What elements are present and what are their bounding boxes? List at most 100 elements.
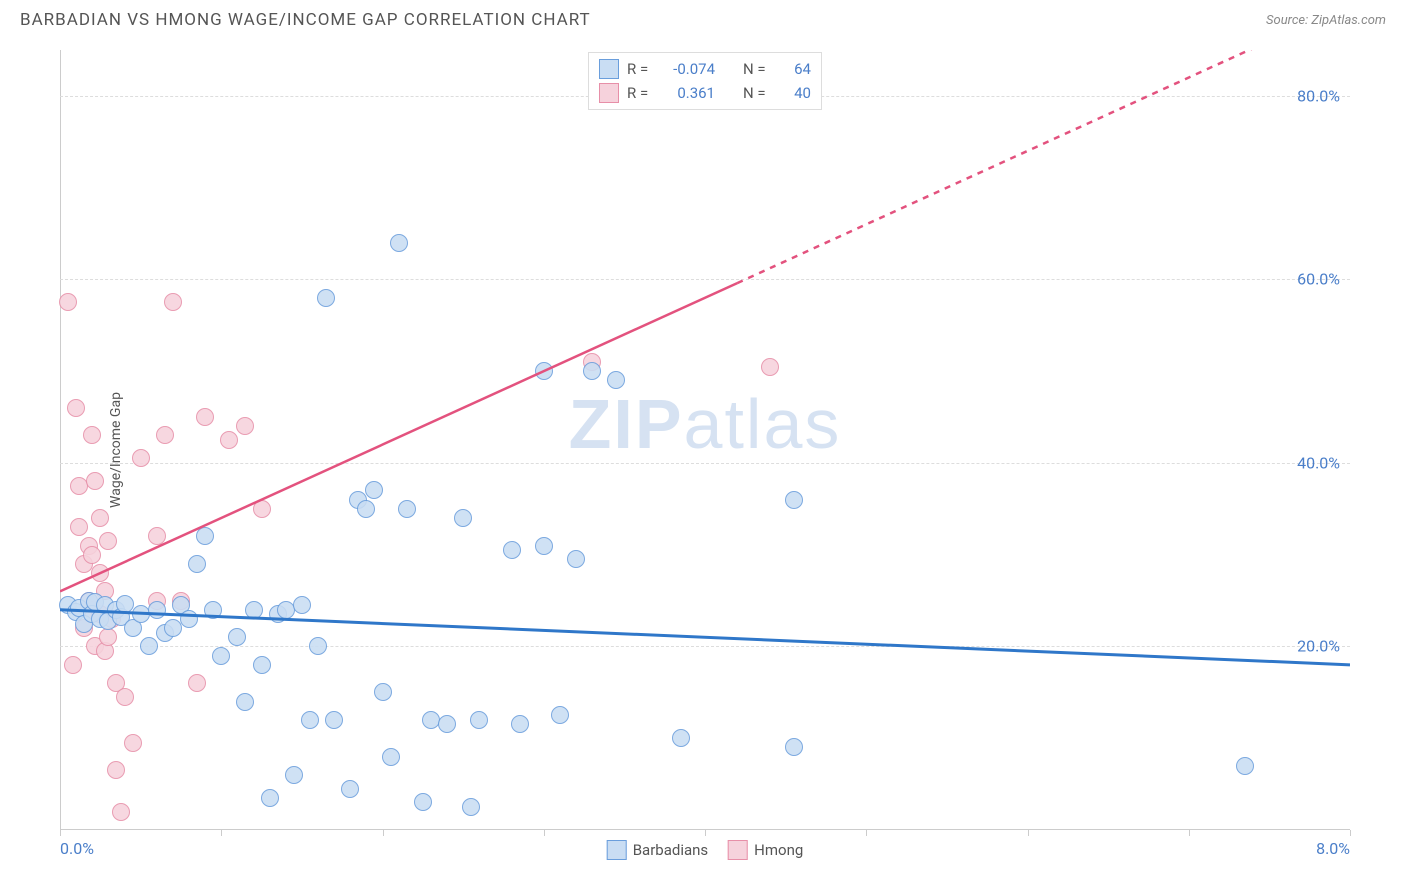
data-point <box>212 647 230 665</box>
data-point <box>382 748 400 766</box>
data-point <box>470 711 488 729</box>
x-tick <box>1350 830 1351 836</box>
trend-lines <box>60 50 1350 830</box>
swatch-hmong-icon <box>599 83 619 103</box>
x-tick <box>705 830 706 836</box>
data-point <box>67 399 85 417</box>
watermark-zip: ZIP <box>569 385 684 463</box>
data-point <box>99 628 117 646</box>
data-point <box>164 619 182 637</box>
data-point <box>116 688 134 706</box>
n-value-barbadians: 64 <box>781 60 811 78</box>
data-point <box>398 500 416 518</box>
data-point <box>253 656 271 674</box>
data-point <box>99 532 117 550</box>
data-point <box>535 537 553 555</box>
x-tick <box>544 830 545 836</box>
legend-label-barbadians: Barbadians <box>633 841 708 859</box>
data-point <box>365 481 383 499</box>
x-tick <box>1189 830 1190 836</box>
data-point <box>761 358 779 376</box>
data-point <box>148 601 166 619</box>
data-point <box>236 417 254 435</box>
legend-item-barbadians: Barbadians <box>607 840 708 860</box>
n-label: N = <box>743 60 773 78</box>
stats-row-barbadians: R = -0.074 N = 64 <box>599 57 811 81</box>
watermark-atlas: atlas <box>684 385 842 463</box>
stats-row-hmong: R = 0.361 N = 40 <box>599 81 811 105</box>
data-point <box>196 408 214 426</box>
y-tick-label: 80.0% <box>1297 86 1340 105</box>
stats-legend: R = -0.074 N = 64 R = 0.361 N = 40 <box>588 52 822 110</box>
data-point <box>124 734 142 752</box>
data-point <box>91 509 109 527</box>
n-label: N = <box>743 84 773 102</box>
swatch-hmong-icon <box>728 840 748 860</box>
r-label: R = <box>627 84 657 102</box>
y-axis-line <box>60 50 61 830</box>
data-point <box>454 509 472 527</box>
data-point <box>325 711 343 729</box>
data-point <box>341 780 359 798</box>
x-tick <box>60 830 61 836</box>
legend-label-hmong: Hmong <box>754 841 803 859</box>
data-point <box>785 491 803 509</box>
data-point <box>503 541 521 559</box>
x-tick-label: 8.0% <box>1316 839 1350 858</box>
r-value-hmong: 0.361 <box>665 84 715 102</box>
data-point <box>70 518 88 536</box>
data-point <box>551 706 569 724</box>
data-point <box>253 500 271 518</box>
data-point <box>309 637 327 655</box>
data-point <box>204 601 222 619</box>
swatch-barbadians-icon <box>607 840 627 860</box>
data-point <box>107 761 125 779</box>
data-point <box>140 637 158 655</box>
data-point <box>462 798 480 816</box>
data-point <box>317 289 335 307</box>
data-point <box>285 766 303 784</box>
gridline-h <box>60 463 1350 464</box>
data-point <box>535 362 553 380</box>
data-point <box>112 803 130 821</box>
r-value-barbadians: -0.074 <box>665 60 715 78</box>
y-tick-label: 60.0% <box>1297 270 1340 289</box>
data-point <box>607 371 625 389</box>
x-tick <box>866 830 867 836</box>
y-tick-label: 20.0% <box>1297 637 1340 656</box>
x-tick <box>221 830 222 836</box>
data-point <box>414 793 432 811</box>
data-point <box>236 693 254 711</box>
data-point <box>672 729 690 747</box>
data-point <box>511 715 529 733</box>
data-point <box>220 431 238 449</box>
scatter-plot: ZIPatlas R = -0.074 N = 64 R = 0.361 N =… <box>60 50 1350 830</box>
chart-header: BARBADIAN VS HMONG WAGE/INCOME GAP CORRE… <box>0 0 1406 35</box>
gridline-h <box>60 646 1350 647</box>
data-point <box>438 715 456 733</box>
data-point <box>567 550 585 568</box>
series-legend: Barbadians Hmong <box>607 840 804 860</box>
data-point <box>64 656 82 674</box>
data-point <box>83 546 101 564</box>
data-point <box>86 472 104 490</box>
data-point <box>164 293 182 311</box>
x-tick <box>1028 830 1029 836</box>
data-point <box>228 628 246 646</box>
watermark: ZIPatlas <box>569 384 842 464</box>
data-point <box>390 234 408 252</box>
data-point <box>91 564 109 582</box>
data-point <box>116 595 134 613</box>
x-tick <box>383 830 384 836</box>
data-point <box>156 426 174 444</box>
data-point <box>132 449 150 467</box>
data-point <box>293 596 311 614</box>
data-point <box>301 711 319 729</box>
r-label: R = <box>627 60 657 78</box>
x-tick-label: 0.0% <box>60 839 94 858</box>
data-point <box>245 601 263 619</box>
gridline-h <box>60 279 1350 280</box>
data-point <box>148 527 166 545</box>
data-point <box>188 674 206 692</box>
data-point <box>1236 757 1254 775</box>
